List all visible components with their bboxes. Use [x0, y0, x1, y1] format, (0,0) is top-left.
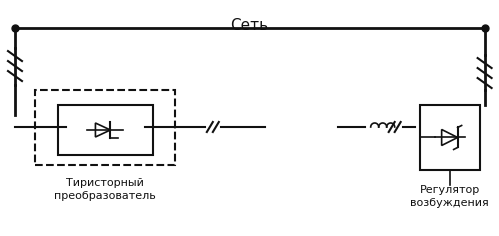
Bar — [58, 105, 153, 155]
Bar — [420, 105, 480, 170]
Text: Сеть: Сеть — [230, 18, 268, 33]
Text: преобразователь: преобразователь — [54, 191, 156, 201]
Text: возбуждения: возбуждения — [410, 198, 489, 208]
Text: Тиристорный: Тиристорный — [66, 178, 144, 188]
Bar — [35, 90, 175, 165]
Text: Регулятор: Регулятор — [420, 185, 480, 195]
